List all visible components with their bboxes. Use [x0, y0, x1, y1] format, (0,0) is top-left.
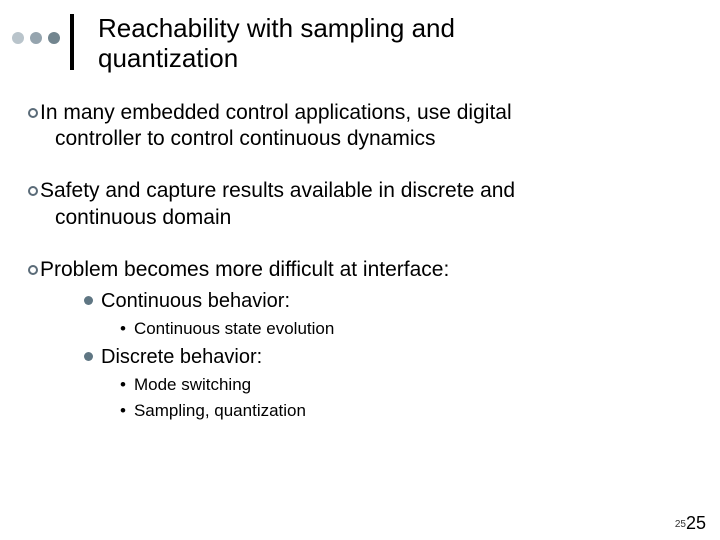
bullet-l1-2-text: Safety and capture results available in …	[40, 179, 515, 202]
bullet-l3-3: Sampling, quantization	[28, 400, 692, 421]
header-bar	[70, 14, 74, 70]
bullet-l3-1: Continuous state evolution	[28, 318, 692, 339]
title-line-2: quantization	[98, 44, 455, 74]
bullet-l1-1: In many embedded control applications, u…	[28, 100, 692, 126]
page-number-large: 25	[686, 513, 706, 534]
bullet-l1-2-cont: continuous domain	[28, 205, 692, 231]
bullet-l1-1-text: In many embedded control applications, u…	[40, 101, 512, 124]
ring-bullet-icon	[28, 186, 38, 196]
bullet-l2-1: Continuous behavior:	[28, 289, 692, 314]
bullet-l1-1-cont: controller to control continuous dynamic…	[28, 126, 692, 152]
ring-bullet-icon	[28, 265, 38, 275]
slide-title: Reachability with sampling and quantizat…	[98, 14, 455, 74]
slide: Reachability with sampling and quantizat…	[0, 0, 720, 540]
bullet-l2-1-text: Continuous behavior:	[101, 290, 290, 312]
title-line-1: Reachability with sampling and	[98, 14, 455, 44]
header-dot-1	[12, 32, 24, 44]
bullet-l2-2: Discrete behavior:	[28, 345, 692, 370]
ring-bullet-icon	[28, 108, 38, 118]
header-dots	[12, 32, 60, 44]
bullet-l2-2-text: Discrete behavior:	[101, 346, 262, 368]
bullet-l1-2: Safety and capture results available in …	[28, 178, 692, 204]
header-dot-2	[30, 32, 42, 44]
bullet-l1-3: Problem becomes more difficult at interf…	[28, 257, 692, 283]
page-number-small: 25	[675, 519, 686, 530]
disc-bullet-icon	[84, 296, 93, 305]
bullet-l1-3-text: Problem becomes more difficult at interf…	[40, 258, 449, 281]
slide-body: In many embedded control applications, u…	[0, 74, 720, 421]
slide-header: Reachability with sampling and quantizat…	[0, 0, 720, 74]
bullet-l3-2: Mode switching	[28, 374, 692, 395]
header-dot-3	[48, 32, 60, 44]
disc-bullet-icon	[84, 352, 93, 361]
